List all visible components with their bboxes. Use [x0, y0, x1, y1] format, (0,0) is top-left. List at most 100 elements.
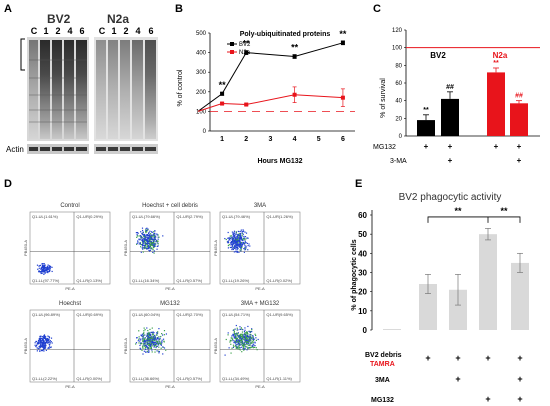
- cell-event: [236, 248, 239, 250]
- cell-event: [150, 235, 152, 237]
- cell-event: [48, 270, 51, 273]
- cell-event: [142, 340, 144, 342]
- cell-event: [242, 336, 244, 339]
- cell-event: [136, 231, 139, 234]
- cell-event: [250, 346, 252, 348]
- cell-event: [241, 333, 243, 335]
- cell-event: [142, 247, 144, 249]
- cell-event: [245, 232, 248, 234]
- cell-event: [243, 243, 246, 245]
- cell-event: [244, 345, 246, 347]
- cell-event: [140, 235, 142, 237]
- cell-event: [150, 341, 152, 343]
- cell-event: [143, 330, 145, 332]
- cell-event: [154, 338, 156, 340]
- cell-event: [149, 230, 151, 232]
- cell-event: [243, 342, 245, 344]
- flow-axis-y-label: PB450-A: [213, 338, 218, 354]
- cell-event: [154, 235, 156, 238]
- cell-event: [41, 345, 43, 347]
- cell-event: [151, 244, 154, 247]
- cell-event: [243, 343, 245, 346]
- cell-event: [36, 350, 38, 352]
- cell-event: [242, 329, 244, 331]
- cell-event: [154, 238, 156, 240]
- cell-event: [145, 228, 147, 230]
- cell-event: [238, 335, 240, 337]
- cell-event: [137, 340, 139, 342]
- cell-event: [241, 337, 243, 340]
- legend-bv2: BV2: [239, 42, 251, 48]
- cell-event: [140, 343, 142, 345]
- cell-event: [48, 340, 50, 343]
- cell-event: [149, 249, 152, 251]
- cell-event: [141, 335, 143, 337]
- cell-event: [158, 338, 160, 340]
- cell-event: [235, 239, 237, 241]
- cell-event: [47, 267, 49, 269]
- cell-event: [150, 346, 152, 348]
- cell-event: [145, 344, 147, 347]
- cell-event: [150, 231, 153, 233]
- cell-event: [148, 338, 150, 340]
- significance-marker: ##: [446, 84, 454, 91]
- cell-event: [238, 244, 240, 246]
- chart-c-y-tick-label: 40: [395, 99, 402, 105]
- cell-event: [238, 237, 241, 239]
- cell-event: [38, 342, 40, 344]
- data-point-n2a: [244, 102, 249, 107]
- quadrant-ll-label: Q1-LL(16.34%): [132, 278, 160, 283]
- cell-event: [236, 251, 238, 254]
- cell-event: [36, 264, 39, 266]
- significance-marker: **: [454, 206, 462, 216]
- cell-event: [142, 332, 145, 335]
- cell-event: [233, 230, 236, 232]
- cell-event: [243, 241, 245, 244]
- cell-event: [238, 342, 240, 344]
- flow-axis-y-label: PB450-A: [213, 240, 218, 256]
- cell-event: [143, 341, 145, 343]
- cell-event: [236, 341, 238, 343]
- cell-event: [140, 236, 143, 238]
- cell-event: [49, 269, 51, 271]
- cell-event: [38, 346, 40, 348]
- cell-event: [49, 266, 51, 268]
- cell-event: [149, 236, 151, 238]
- cell-event: [232, 233, 234, 235]
- cell-event: [51, 266, 53, 268]
- cell-event: [240, 242, 243, 244]
- cell-event: [143, 350, 145, 352]
- cell-event: [229, 235, 231, 237]
- cell-event: [251, 344, 253, 347]
- significance-marker: ##: [515, 93, 523, 100]
- cell-event: [240, 244, 242, 246]
- cell-event: [156, 241, 158, 243]
- cell-event: [149, 332, 151, 334]
- cell-event: [251, 341, 254, 343]
- cell-event: [242, 338, 244, 340]
- cell-event: [240, 327, 243, 329]
- cell-event: [135, 343, 137, 345]
- cell-event: [252, 334, 254, 337]
- cell-event: [147, 340, 149, 342]
- cell-event: [257, 338, 259, 341]
- cell-event: [137, 240, 139, 242]
- cell-event: [148, 242, 151, 244]
- data-point-bv2: [292, 54, 297, 59]
- cell-event: [144, 236, 146, 238]
- cell-event: [235, 341, 237, 344]
- cell-event: [237, 241, 239, 243]
- cell-event: [148, 344, 151, 346]
- cell-event: [157, 234, 159, 236]
- cell-event: [140, 236, 142, 238]
- quadrant-ur-label: Q1-UR(9.65%): [266, 312, 293, 317]
- cell-event: [228, 238, 230, 240]
- cell-event: [241, 243, 243, 245]
- cell-event: [240, 337, 242, 339]
- cell-event: [136, 234, 138, 236]
- cell-event: [147, 246, 149, 248]
- cell-event: [241, 328, 243, 330]
- cell-event: [147, 228, 149, 230]
- survival-bar: [510, 103, 528, 136]
- cell-event: [49, 270, 51, 272]
